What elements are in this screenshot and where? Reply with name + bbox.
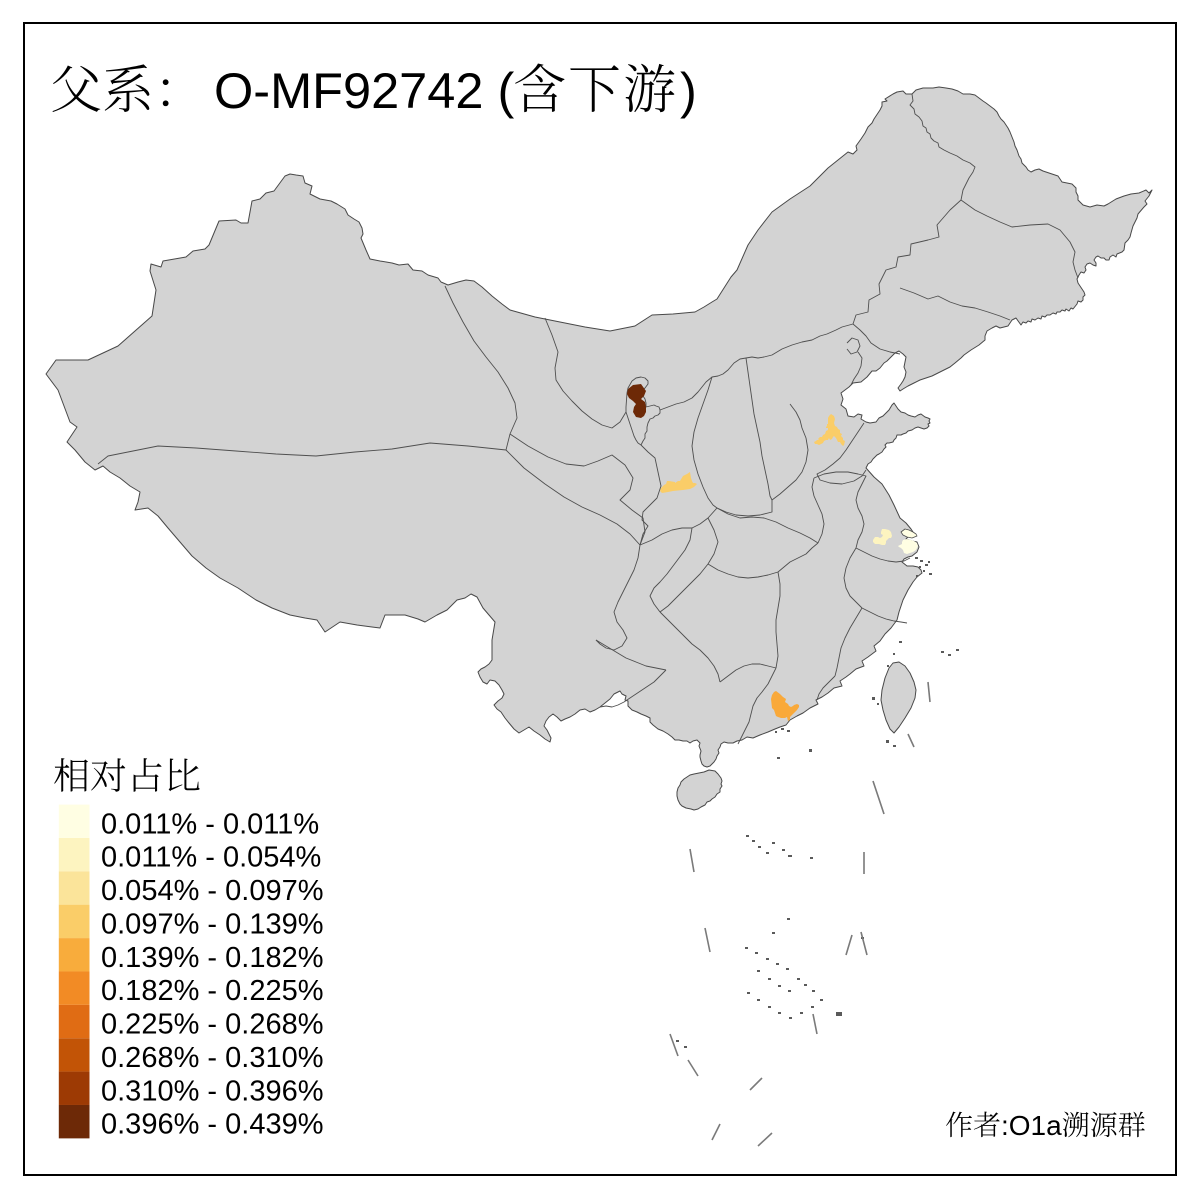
svg-text:0.011% - 0.011%: 0.011% - 0.011% <box>101 808 319 840</box>
svg-text:0.182% - 0.225%: 0.182% - 0.225% <box>101 975 323 1007</box>
svg-text:0.310% - 0.396%: 0.310% - 0.396% <box>101 1075 323 1107</box>
svg-text:): ) <box>680 62 697 119</box>
svg-text:0.139% - 0.182%: 0.139% - 0.182% <box>101 942 323 974</box>
svg-text:0.225% - 0.268%: 0.225% - 0.268% <box>101 1009 323 1041</box>
svg-text:0.268% - 0.310%: 0.268% - 0.310% <box>101 1042 323 1074</box>
svg-text::O1a: :O1a <box>1001 1110 1062 1141</box>
svg-text:0.396% - 0.439%: 0.396% - 0.439% <box>101 1109 323 1141</box>
svg-text:0.054% - 0.097%: 0.054% - 0.097% <box>101 875 323 907</box>
svg-text:0.097% - 0.139%: 0.097% - 0.139% <box>101 908 323 940</box>
svg-text:0.011% - 0.054%: 0.011% - 0.054% <box>101 842 321 874</box>
svg-text:O-MF92742 (: O-MF92742 ( <box>214 62 514 119</box>
